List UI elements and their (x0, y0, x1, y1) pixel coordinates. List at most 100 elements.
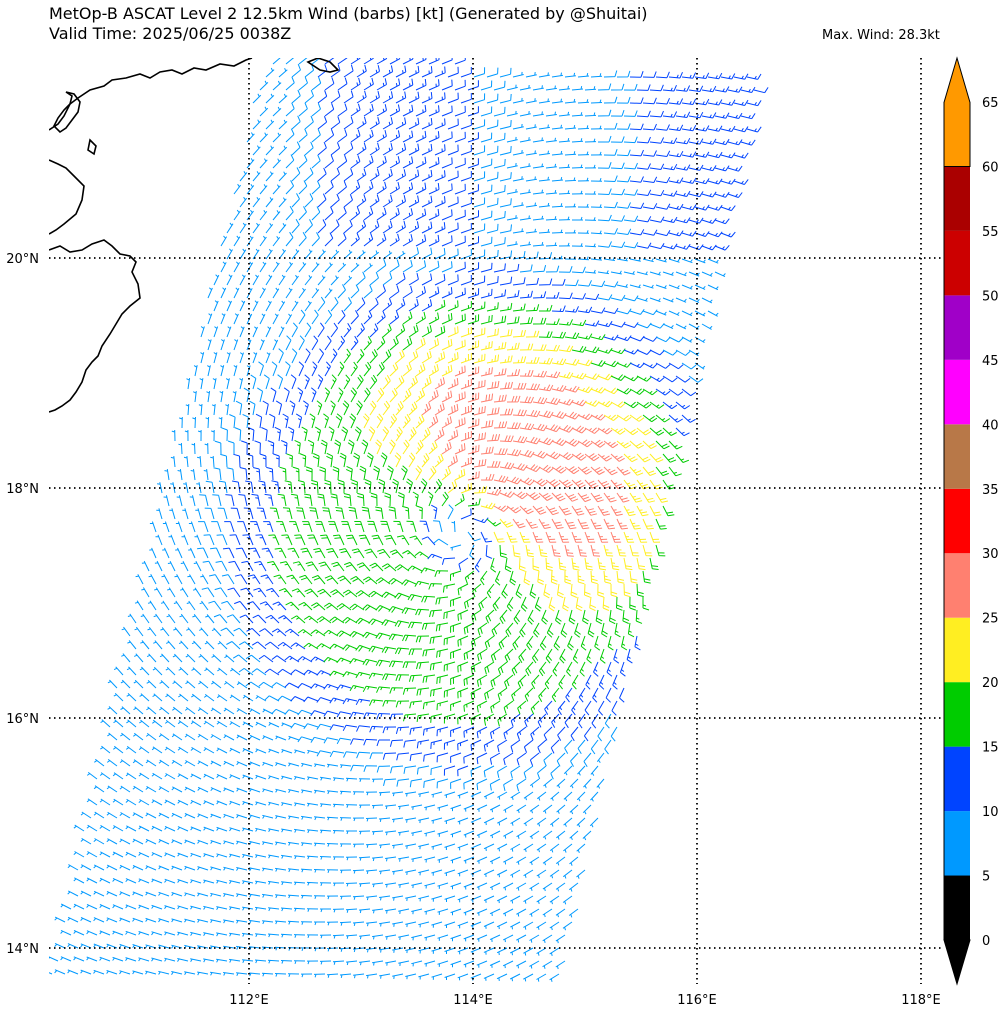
wind-barb (384, 492, 391, 507)
wind-barb (457, 635, 469, 647)
wind-barb (424, 856, 436, 863)
wind-barb (125, 957, 137, 962)
wind-barb (384, 534, 397, 546)
wind-barb (598, 135, 612, 143)
wind-barb (532, 450, 548, 459)
wind-barb (281, 722, 293, 728)
wind-barb (578, 687, 586, 703)
wind-barb (530, 700, 540, 715)
wind-barb (272, 58, 281, 65)
wind-barb (190, 799, 202, 806)
wind-barb (434, 453, 444, 468)
wind-barb (151, 931, 163, 936)
wind-barb (441, 131, 453, 143)
wind-barb (428, 79, 440, 91)
wind-barb (275, 788, 287, 793)
wind-barb (447, 429, 459, 442)
wind-barb (376, 336, 386, 351)
wind-barb (574, 622, 581, 638)
wind-barb (205, 614, 215, 624)
wind-barb (701, 323, 713, 330)
wind-barb (562, 596, 569, 612)
wind-barb (675, 401, 691, 410)
wind-barb (145, 917, 157, 923)
wind-barb (138, 799, 150, 806)
wind-barb (447, 92, 459, 104)
wind-barb (538, 278, 553, 286)
wind-barb (167, 587, 176, 598)
wind-barb (304, 300, 312, 312)
wind-barb (486, 119, 499, 130)
wind-barb (252, 197, 261, 208)
wind-barb (571, 505, 585, 516)
wind-barb (309, 507, 319, 520)
wind-barb (460, 66, 472, 78)
wind-barb (273, 574, 287, 585)
wind-barb (506, 162, 518, 169)
wind-barb (603, 440, 619, 449)
wind-barb (542, 856, 553, 866)
wind-barb (232, 654, 248, 663)
wind-barb (138, 825, 150, 832)
wind-barb (577, 306, 593, 314)
wind-barb (512, 71, 524, 78)
wind-barb (415, 182, 427, 195)
wind-barb (550, 739, 560, 754)
wind-barb (363, 336, 372, 351)
wind-barb (190, 469, 196, 481)
wind-barb (337, 575, 352, 585)
wind-barb (158, 918, 170, 923)
wind-barb (149, 521, 157, 533)
wind-barb (255, 906, 267, 911)
wind-barb (376, 362, 385, 377)
wind-barb (493, 132, 506, 143)
wind-barb (382, 142, 393, 156)
wind-barb (275, 735, 287, 741)
wind-barb (190, 826, 202, 832)
wind-barb (558, 557, 567, 571)
wind-barb (250, 521, 261, 533)
wind-barb (441, 235, 453, 247)
wind-barb (642, 150, 657, 157)
wind-barb (510, 843, 521, 852)
wind-barb (421, 595, 436, 603)
wind-barb (179, 587, 189, 598)
wind-barb (332, 830, 345, 834)
wind-barb (264, 493, 274, 507)
wind-barb (372, 882, 384, 888)
wind-barb (443, 635, 456, 646)
wind-barb (358, 534, 371, 546)
wind-barb (517, 674, 527, 689)
wind-barb (577, 518, 590, 530)
wind-barb (434, 222, 446, 234)
wind-barb (616, 414, 632, 422)
wind-barb (177, 879, 189, 884)
wind-barb (398, 830, 410, 836)
wind-barb (158, 865, 170, 871)
wind-barb (265, 223, 274, 234)
wind-barb (694, 258, 706, 264)
wind-barb (294, 776, 306, 780)
wind-barb (278, 93, 288, 104)
wind-barb (255, 880, 267, 885)
wind-barb (551, 255, 564, 260)
wind-barb (444, 791, 456, 798)
wind-barb (207, 287, 213, 299)
wind-barb (497, 843, 508, 852)
wind-barb (293, 881, 306, 886)
wind-barb (504, 557, 512, 573)
wind-barb (516, 960, 527, 969)
wind-barb (145, 838, 157, 845)
wind-barb (211, 627, 222, 637)
wind-barb (538, 518, 551, 529)
wind-barb (491, 622, 501, 637)
wind-barb (486, 433, 501, 442)
wind-barb (151, 957, 163, 962)
wind-barb (210, 760, 222, 767)
wind-barb (54, 969, 66, 975)
wind-barb (298, 180, 308, 195)
wind-barb (296, 507, 306, 520)
wind-barb (330, 167, 340, 182)
wind-barb (285, 287, 293, 299)
wind-barb (402, 234, 413, 247)
